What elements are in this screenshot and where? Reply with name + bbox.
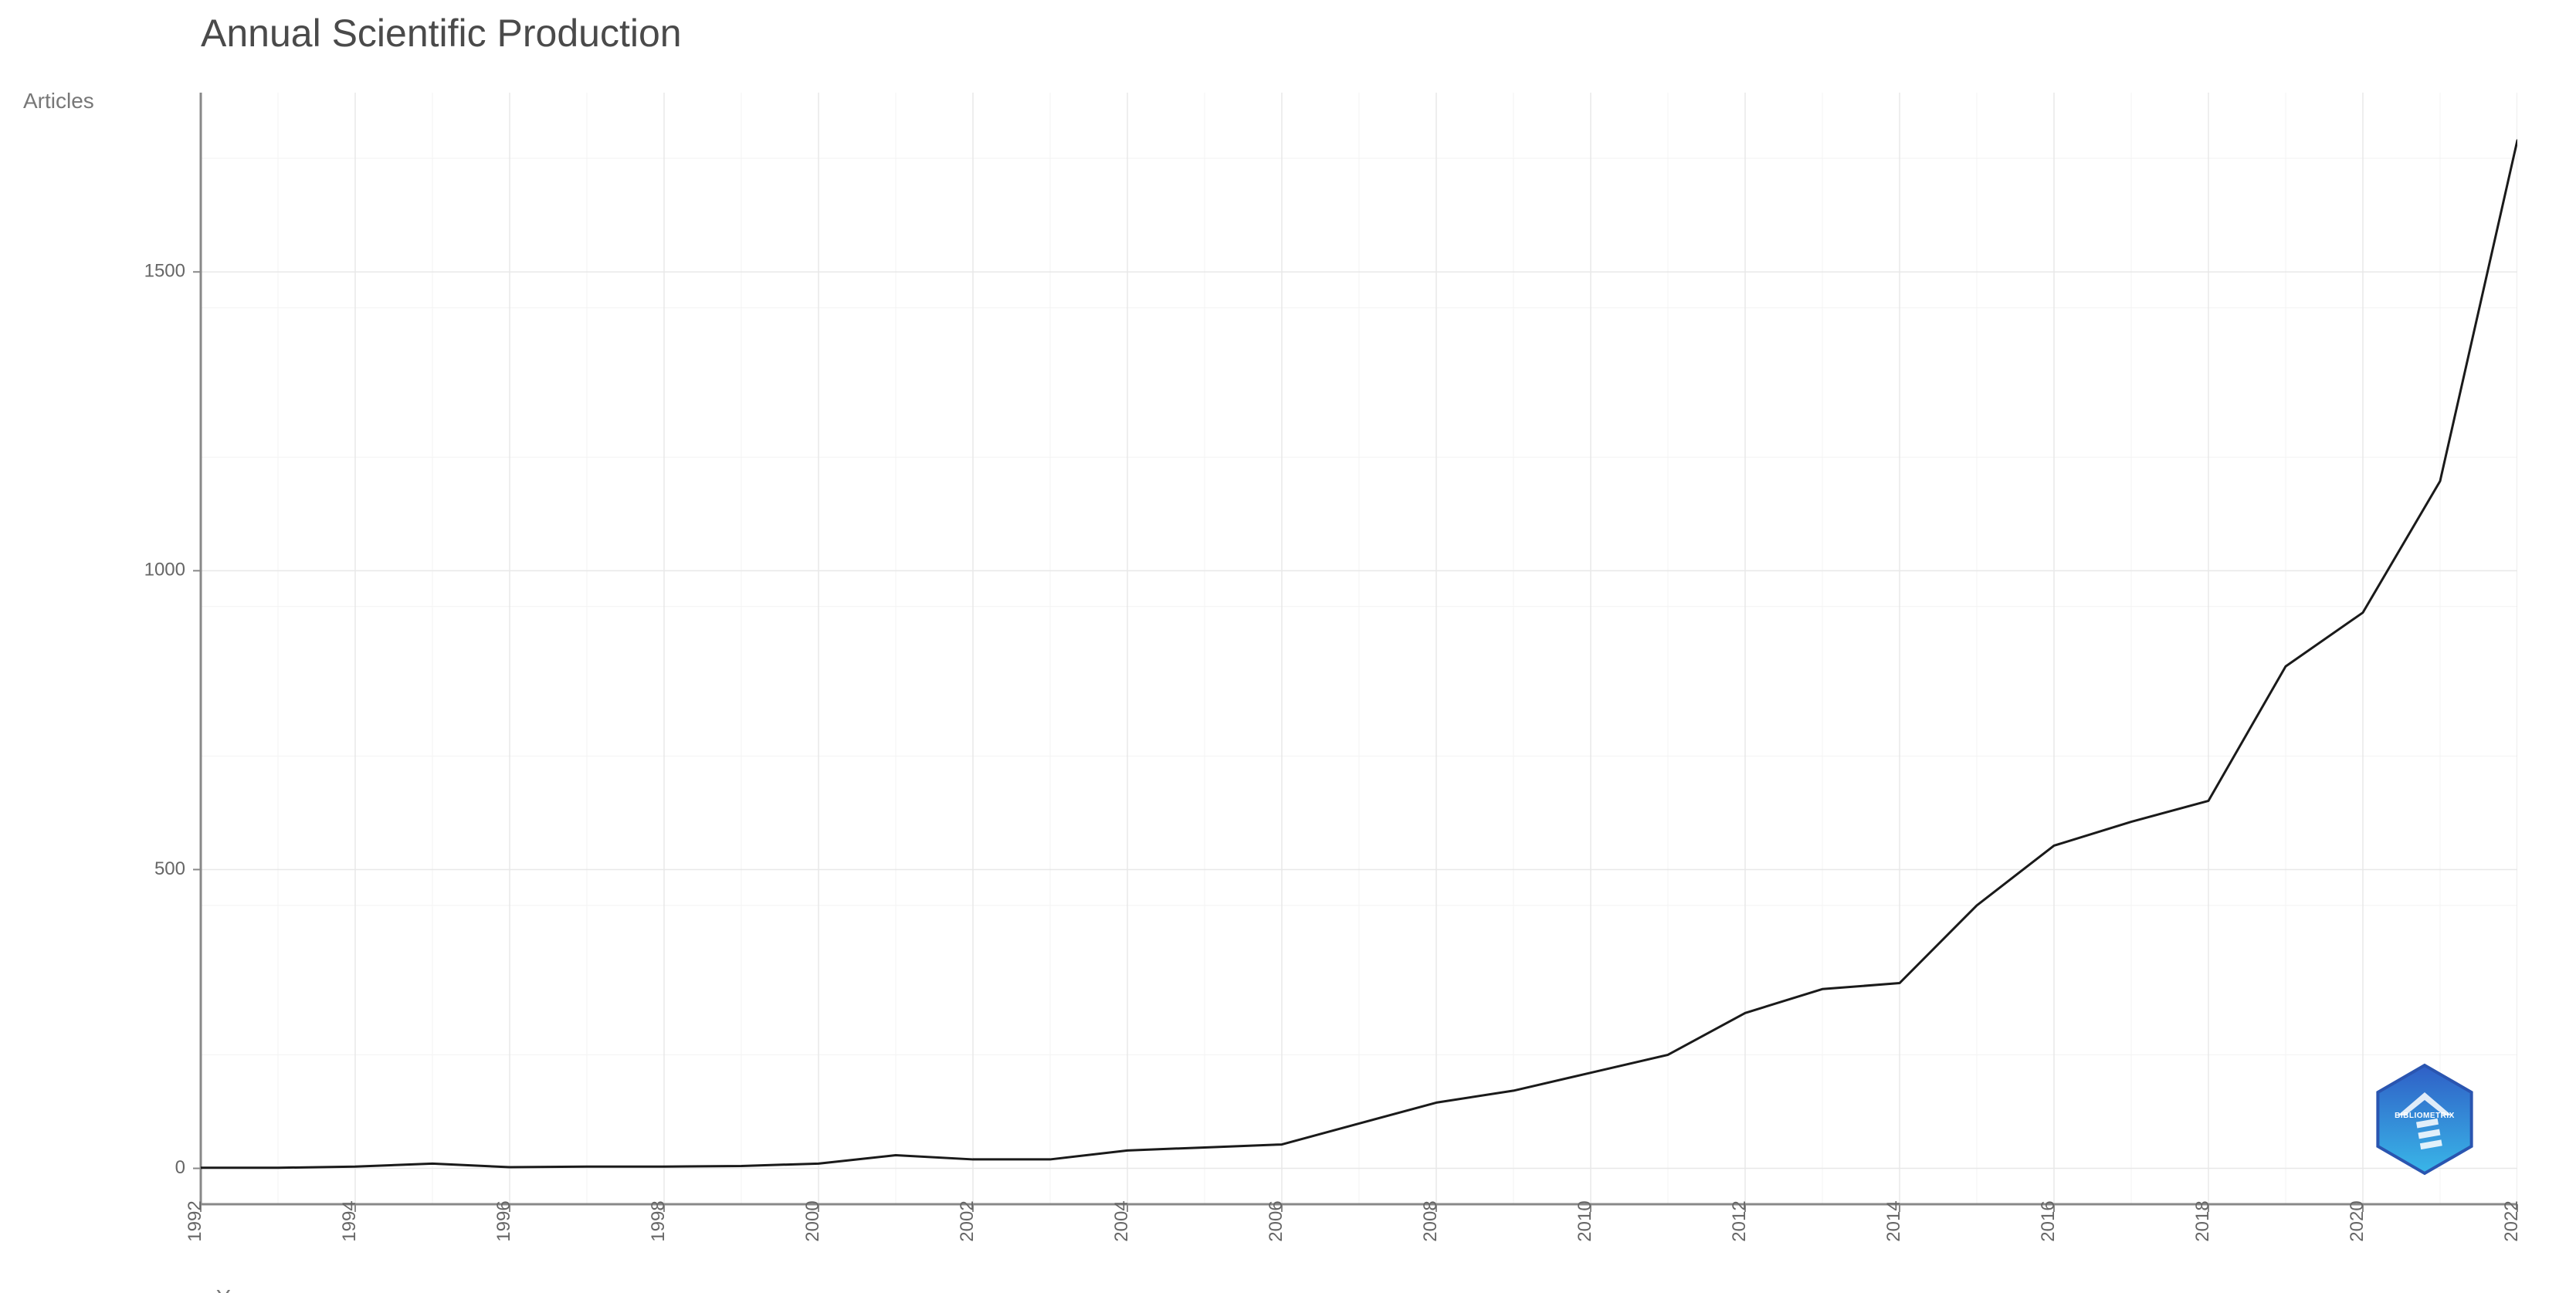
xtick-label: 2018 bbox=[2192, 1200, 2213, 1241]
ytick-label: 1500 bbox=[144, 261, 185, 282]
xtick-label: 2004 bbox=[1111, 1200, 1132, 1241]
xtick-label: 2022 bbox=[2501, 1200, 2522, 1241]
xtick-label: 1994 bbox=[339, 1200, 360, 1241]
xtick-label: 2002 bbox=[957, 1200, 978, 1241]
xtick-label: 1998 bbox=[648, 1200, 669, 1241]
ytick-label: 500 bbox=[154, 858, 185, 879]
logo-label: BIBLIOMETRIX bbox=[2395, 1112, 2455, 1120]
xtick-label: 2006 bbox=[1266, 1200, 1286, 1241]
xtick-label: 2012 bbox=[1729, 1200, 1750, 1241]
xtick-label: 2008 bbox=[1420, 1200, 1441, 1241]
xtick-label: 2020 bbox=[2347, 1200, 2368, 1241]
ytick-label: 1000 bbox=[144, 560, 185, 580]
xtick-label: 1996 bbox=[493, 1200, 514, 1241]
chart-title: Annual Scientific Production bbox=[201, 12, 682, 55]
ytick-label: 0 bbox=[175, 1157, 185, 1178]
xtick-label: 2014 bbox=[1883, 1200, 1904, 1241]
y-axis-label: Articles bbox=[23, 89, 94, 113]
xtick-label: 2000 bbox=[802, 1200, 823, 1241]
xtick-label: 2010 bbox=[1574, 1200, 1595, 1241]
xtick-label: 2016 bbox=[2038, 1200, 2059, 1241]
line-chart: 0 500 1000 1500 1992 1994 1996 1998 2000 2002 2004… bbox=[0, 0, 2576, 1293]
xtick-label: 1992 bbox=[185, 1200, 205, 1241]
x-axis-label: Year bbox=[216, 1285, 260, 1293]
chart-container: 0 500 1000 1500 1992 1994 1996 1998 2000 2002 2004… bbox=[0, 0, 2576, 1293]
